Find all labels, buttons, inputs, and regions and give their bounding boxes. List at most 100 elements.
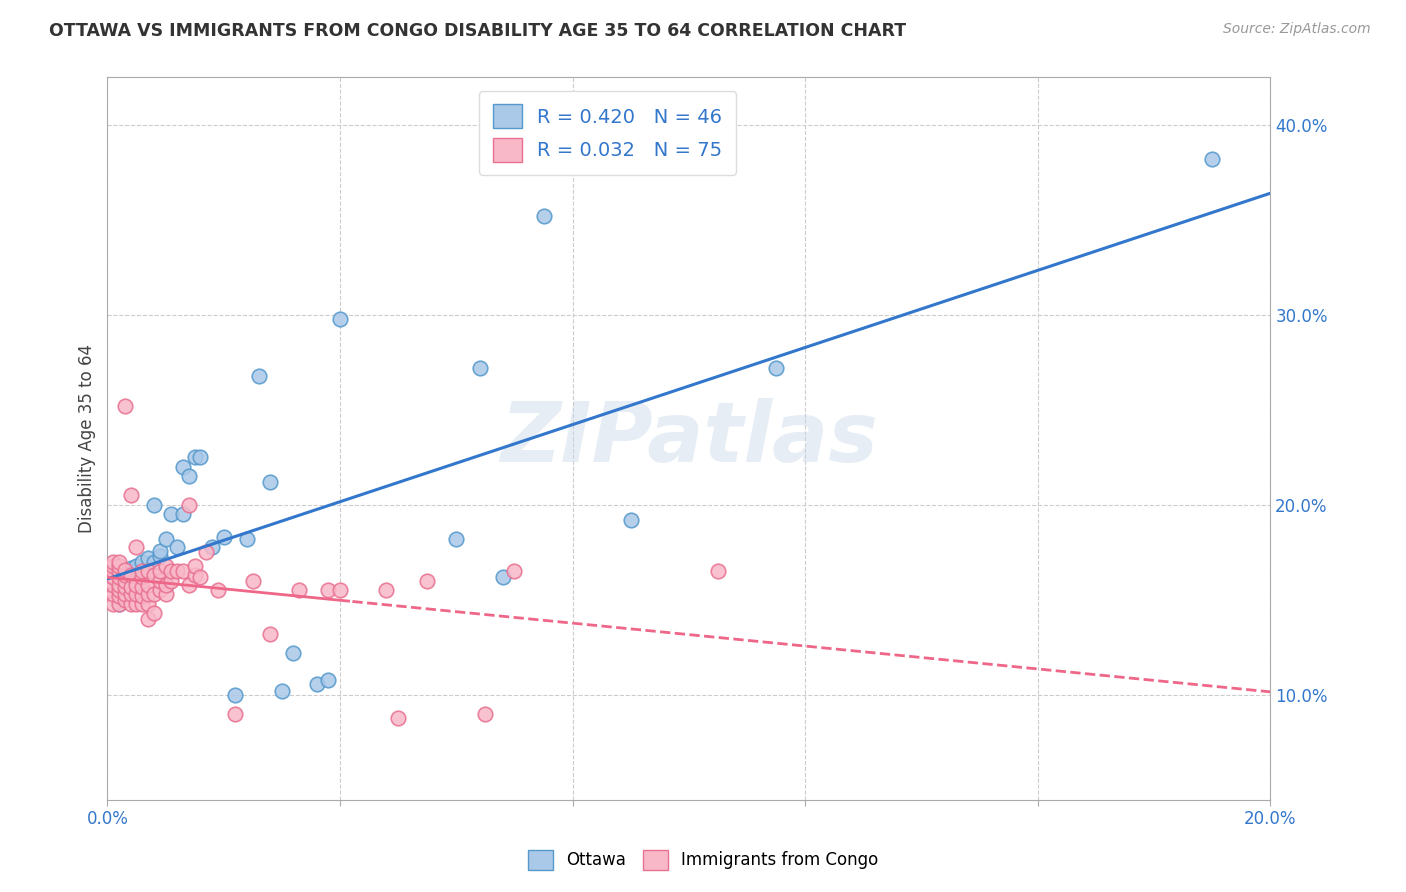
Point — [114, 580, 136, 594]
Point — [103, 558, 125, 573]
Point — [283, 646, 305, 660]
Point — [142, 607, 165, 621]
Point — [201, 540, 224, 554]
Point — [149, 565, 172, 579]
Point — [142, 587, 165, 601]
Legend: Ottawa, Immigrants from Congo: Ottawa, Immigrants from Congo — [522, 843, 884, 877]
Point — [103, 565, 125, 579]
Point — [108, 583, 131, 598]
Point — [136, 612, 159, 626]
Point — [270, 684, 292, 698]
Point — [247, 368, 270, 383]
Point — [474, 706, 496, 721]
Point — [446, 532, 468, 546]
Point — [142, 498, 165, 512]
Point — [160, 565, 183, 579]
Point — [177, 469, 200, 483]
Point — [108, 578, 131, 592]
Point — [120, 488, 142, 502]
Point — [108, 558, 131, 573]
Point — [155, 587, 177, 601]
Point — [288, 583, 311, 598]
Point — [108, 597, 131, 611]
Point — [387, 711, 409, 725]
Point — [120, 568, 142, 582]
Y-axis label: Disability Age 35 to 64: Disability Age 35 to 64 — [79, 344, 96, 533]
Point — [131, 580, 153, 594]
Point — [533, 209, 555, 223]
Point — [177, 498, 200, 512]
Point — [318, 583, 340, 598]
Point — [172, 565, 194, 579]
Point — [103, 597, 125, 611]
Point — [195, 545, 218, 559]
Point — [492, 570, 515, 584]
Point — [114, 583, 136, 598]
Point — [160, 574, 183, 588]
Point — [108, 578, 131, 592]
Point — [416, 574, 439, 588]
Point — [108, 597, 131, 611]
Point — [242, 574, 264, 588]
Legend: R = 0.420   N = 46, R = 0.032   N = 75: R = 0.420 N = 46, R = 0.032 N = 75 — [479, 91, 735, 175]
Point — [125, 574, 148, 588]
Point — [172, 508, 194, 522]
Point — [125, 540, 148, 554]
Point — [120, 570, 142, 584]
Point — [136, 565, 159, 579]
Point — [131, 555, 153, 569]
Point — [183, 558, 205, 573]
Point — [114, 587, 136, 601]
Point — [183, 568, 205, 582]
Point — [149, 543, 172, 558]
Point — [620, 513, 643, 527]
Point — [125, 578, 148, 592]
Point — [149, 549, 172, 564]
Point — [212, 530, 235, 544]
Point — [108, 555, 131, 569]
Text: Source: ZipAtlas.com: Source: ZipAtlas.com — [1223, 22, 1371, 37]
Point — [131, 565, 153, 579]
Point — [329, 583, 352, 598]
Point — [155, 578, 177, 592]
Point — [259, 475, 281, 490]
Point — [108, 570, 131, 584]
Point — [765, 361, 787, 376]
Point — [125, 558, 148, 573]
Point — [177, 578, 200, 592]
Point — [183, 450, 205, 465]
Point — [172, 460, 194, 475]
Point — [120, 583, 142, 598]
Point — [114, 399, 136, 413]
Point — [103, 587, 125, 601]
Point — [108, 565, 131, 579]
Point — [131, 570, 153, 584]
Point — [318, 673, 340, 687]
Point — [142, 555, 165, 569]
Point — [96, 583, 118, 598]
Point — [120, 597, 142, 611]
Point — [131, 597, 153, 611]
Point — [114, 565, 136, 579]
Point — [707, 565, 730, 579]
Point — [103, 570, 125, 584]
Text: ZIPatlas: ZIPatlas — [501, 398, 877, 479]
Point — [190, 570, 212, 584]
Point — [329, 311, 352, 326]
Point — [305, 676, 328, 690]
Point — [149, 583, 172, 598]
Point — [142, 568, 165, 582]
Point — [120, 587, 142, 601]
Point — [1201, 152, 1223, 166]
Point — [155, 532, 177, 546]
Point — [125, 565, 148, 579]
Point — [136, 551, 159, 566]
Point — [96, 574, 118, 588]
Point — [190, 450, 212, 465]
Point — [136, 587, 159, 601]
Point — [149, 574, 172, 588]
Point — [155, 558, 177, 573]
Point — [103, 578, 125, 592]
Point — [224, 688, 246, 702]
Point — [114, 563, 136, 577]
